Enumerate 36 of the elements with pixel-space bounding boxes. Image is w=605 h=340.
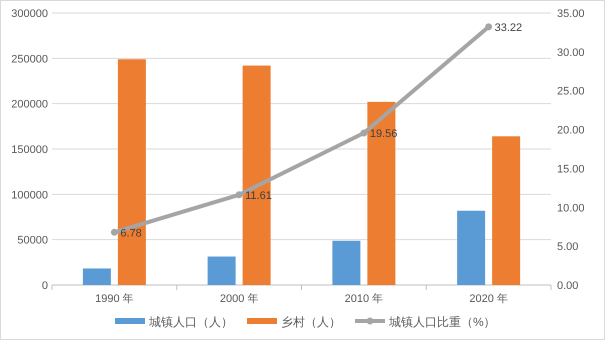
y2-tick-label: 15.00 <box>557 163 585 176</box>
y2-tick-label: 20.00 <box>557 124 585 137</box>
bar <box>82 268 111 285</box>
bar <box>208 256 236 285</box>
y2-tick-label: 5.00 <box>557 241 578 254</box>
point <box>236 191 243 198</box>
bar <box>118 59 146 285</box>
y-tick-label: 300000 <box>11 8 48 20</box>
x-tick-label: 2010 年 <box>344 293 384 305</box>
bar <box>367 102 396 285</box>
y2-tick-label: 25.00 <box>557 86 585 98</box>
bar <box>242 66 271 285</box>
legend-label: 乡村（人） <box>281 315 341 329</box>
y2-tick-label: 10.00 <box>557 202 585 214</box>
bar <box>492 136 520 285</box>
legend-label: 城镇人口（人） <box>148 315 233 329</box>
y-tick-label: 50000 <box>17 234 48 247</box>
point <box>110 228 118 236</box>
x-tick-label: 2000 年 <box>220 293 258 305</box>
y2-tick-label: 0.00 <box>557 280 578 292</box>
y-tick-label: 100000 <box>11 189 48 202</box>
y-tick-label: 0 <box>42 280 48 292</box>
y-tick-label: 250000 <box>11 53 48 66</box>
legend-label: 城镇人口比重（%） <box>388 315 496 329</box>
y2-tick-label: 30.00 <box>557 46 585 59</box>
x-tick-label: 2020 年 <box>469 293 508 305</box>
x-tick-label: 1990 年 <box>95 293 134 305</box>
data-label: 33.22 <box>494 22 522 34</box>
y2-tick-label: 35.00 <box>557 8 585 20</box>
point <box>485 23 492 30</box>
bar <box>457 210 486 285</box>
point <box>360 129 368 136</box>
y-tick-label: 150000 <box>11 144 48 156</box>
y-tick-label: 200000 <box>11 98 48 111</box>
data-label: 6.78 <box>120 227 142 240</box>
bar <box>332 240 360 285</box>
